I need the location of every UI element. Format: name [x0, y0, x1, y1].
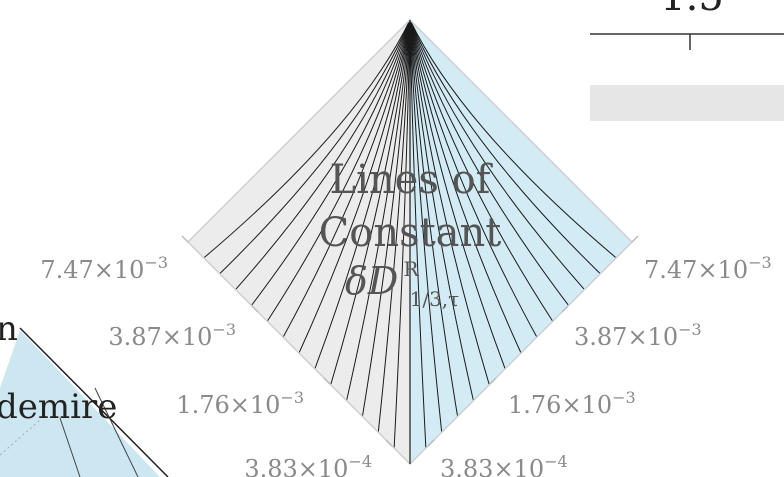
- fragment-grid-dotted: [0, 419, 41, 456]
- left-contour-line: [203, 19, 411, 259]
- right-contour-line: [409, 19, 601, 275]
- contour-lines: [203, 19, 617, 449]
- fragment-text-line1: n: [0, 309, 18, 349]
- fragment-contour-2: [59, 417, 81, 477]
- bottom-left-fragment: n demire: [0, 309, 169, 477]
- diamond-right-half: [410, 20, 632, 464]
- left-contour-line: [377, 19, 411, 433]
- right-contour-line: [409, 19, 490, 385]
- right-tick-3: [489, 377, 497, 385]
- left-tick-label-4: 3.83×10−4: [244, 452, 372, 477]
- left-tick-labels: 7.47×10−3 3.87×10−3 1.76×10−3 3.83×10−4: [40, 253, 372, 477]
- left-contour-line: [346, 19, 411, 401]
- right-tick-label-1: 7.47×10−3: [644, 253, 772, 284]
- title-subscript: 1/3,τ: [410, 287, 460, 311]
- right-tick-2: [561, 305, 569, 313]
- diamond-left-half: [188, 20, 410, 464]
- right-contour-line: [409, 19, 427, 449]
- left-contour-line: [235, 19, 411, 290]
- title-symbol-line: δD R 1/3,τ: [345, 257, 459, 311]
- left-contour-line: [266, 19, 411, 322]
- right-contour-line: [409, 19, 443, 433]
- right-contour-line: [409, 19, 617, 259]
- top-right-axis-fragment: 1.5: [590, 0, 784, 121]
- left-contour-line: [361, 19, 411, 417]
- right-tick-labels: 7.47×10−3 3.87×10−3 1.76×10−3 3.83×10−4: [440, 253, 772, 477]
- fragment-text-line2: demire: [0, 387, 117, 427]
- right-contour-line: [409, 19, 474, 401]
- left-contour-line: [393, 19, 411, 449]
- right-contour-line: [409, 19, 538, 338]
- right-contour-line: [409, 19, 522, 354]
- right-contour-line: [409, 19, 506, 370]
- fragment-contour-1: [94, 387, 139, 477]
- diagram-title: Lines of Constant δD R 1/3,τ: [319, 157, 502, 311]
- left-tick-4: [385, 439, 393, 447]
- left-contour-line: [298, 19, 411, 354]
- left-contour-line: [314, 19, 411, 370]
- diamond-plot: [186, 19, 634, 466]
- right-tick-label-4: 3.83×10−4: [440, 452, 568, 477]
- fragment-edge: [19, 327, 169, 477]
- right-tick-label-2: 3.87×10−3: [574, 320, 702, 351]
- left-contour-line: [251, 19, 411, 306]
- edge-ticks: [181, 235, 639, 447]
- left-tick-2: [251, 305, 259, 313]
- left-tick-label-3: 1.76×10−3: [176, 388, 304, 419]
- left-tick-label-1: 7.47×10−3: [40, 253, 168, 284]
- right-tick-1: [631, 235, 639, 243]
- left-contour-line: [219, 19, 411, 275]
- left-contour-line: [282, 19, 411, 338]
- left-tick-label-2: 3.87×10−3: [108, 320, 236, 351]
- title-superscript: R: [403, 257, 419, 281]
- top-right-gray-bar: [590, 85, 784, 121]
- right-tick-label-3: 1.76×10−3: [508, 388, 636, 419]
- left-contour-line: [330, 19, 411, 385]
- right-contour-line: [409, 19, 459, 417]
- right-contour-line: [409, 19, 585, 290]
- left-tick-1: [181, 235, 189, 243]
- title-line-2: Constant: [319, 210, 502, 256]
- title-symbol: δD: [345, 259, 398, 303]
- top-right-value: 1.5: [660, 0, 724, 20]
- left-tick-3: [323, 377, 331, 385]
- right-contour-line: [409, 19, 569, 306]
- right-tick-4: [427, 439, 435, 447]
- right-contour-line: [409, 19, 554, 322]
- title-line-1: Lines of: [330, 157, 494, 203]
